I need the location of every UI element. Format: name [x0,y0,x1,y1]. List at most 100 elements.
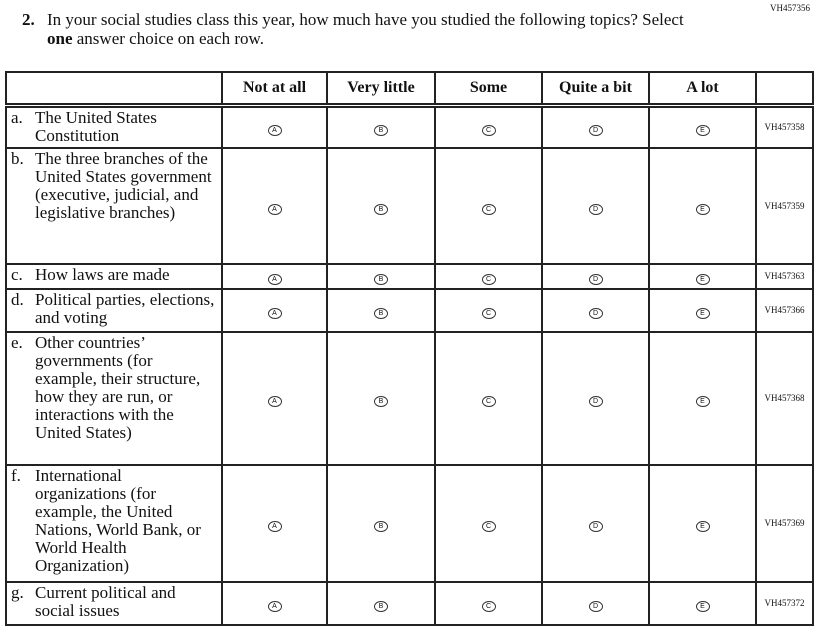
answer-bubble-b[interactable]: B [374,203,388,215]
answer-cell: B [326,146,436,265]
row-text: The United States Constitution [35,108,157,145]
answer-bubble-a[interactable]: A [267,601,282,612]
answer-cell: A [221,262,328,290]
answer-bubble-a[interactable]: A [267,308,282,319]
row-label: g. Current political and social issues [5,580,223,626]
row-text: Political parties, elections, and voting [35,289,215,327]
answer-cell: B [326,463,436,583]
column-header: Very little [326,71,436,107]
prompt-text: In your social studies class this year, … [47,10,684,29]
answer-bubble-b[interactable]: B [374,521,388,532]
answer-cell: E [648,580,757,626]
row-id: VH457368 [755,330,814,466]
answer-bubble-e[interactable]: E [695,521,710,532]
answer-bubble-a[interactable]: A [267,396,282,407]
row-letter: g. [11,582,24,602]
prompt-emphasis: one [47,29,73,48]
column-header: Not at all [221,71,328,107]
row-label: a. The United States Constitution [5,104,223,149]
answer-cell: E [648,104,757,149]
row-label: b. The three branches of the United State… [5,146,223,265]
answer-bubble-e[interactable]: E [695,601,710,612]
header-id-blank [755,71,814,107]
answer-cell: C [434,330,543,466]
table-row: f. International organizations (for examp… [5,463,814,583]
answer-bubble-d[interactable]: D [588,203,603,215]
answer-cell: C [434,262,543,290]
answer-bubble-e[interactable]: E [695,203,710,215]
column-header: Quite a bit [541,71,650,107]
header-blank [5,71,223,107]
row-label: f. International organizations (for examp… [5,463,223,583]
column-header: A lot [648,71,757,107]
row-text: Other countries’ governments (for exampl… [35,332,201,442]
row-letter: d. [11,289,24,309]
answer-cell: D [541,330,650,466]
answer-cell: A [221,330,328,466]
answer-cell: E [648,146,757,265]
answer-cell: D [541,104,650,149]
answer-bubble-e[interactable]: E [695,308,710,319]
answer-bubble-c[interactable]: C [481,308,496,319]
row-id: VH457359 [755,146,814,265]
question-id: VH457356 [770,3,810,13]
answer-bubble-d[interactable]: D [588,308,603,319]
answer-bubble-a[interactable]: A [267,125,282,137]
answer-cell: B [326,580,436,626]
answer-bubble-d[interactable]: D [588,521,603,532]
answer-bubble-c[interactable]: C [481,396,496,407]
answer-cell: B [326,287,436,333]
prompt-text-end: answer choice on each row. [72,29,264,48]
answer-bubble-c[interactable]: C [481,203,496,215]
answer-bubble-e[interactable]: E [695,125,710,137]
answer-bubble-d[interactable]: D [588,601,603,612]
answer-bubble-e[interactable]: E [695,396,710,407]
row-label: c. How laws are made [5,262,223,290]
answer-cell: D [541,262,650,290]
answer-cell: B [326,330,436,466]
answer-cell: D [541,146,650,265]
table-row: b. The three branches of the United State… [5,146,814,265]
answer-cell: C [434,580,543,626]
answer-bubble-c[interactable]: C [481,521,496,532]
table-row: d. Political parties, elections, and voti… [5,287,814,333]
answer-bubble-a[interactable]: A [267,521,282,532]
table-row: g. Current political and social issues A B C… [5,580,814,626]
answer-bubble-e[interactable]: E [695,274,710,285]
answer-bubble-b[interactable]: B [374,274,388,285]
answer-cell: E [648,463,757,583]
row-letter: c. [11,264,23,284]
row-text: The three branches of the United States … [35,148,212,222]
row-letter: b. [11,148,24,168]
answer-bubble-d[interactable]: D [588,125,603,137]
answer-cell: C [434,463,543,583]
answer-bubble-d[interactable]: D [588,274,603,285]
answer-cell: B [326,104,436,149]
row-label: d. Political parties, elections, and voti… [5,287,223,333]
row-letter: a. [11,108,23,127]
answer-bubble-d[interactable]: D [588,396,603,407]
answer-bubble-c[interactable]: C [481,274,496,285]
answer-bubble-c[interactable]: C [481,125,496,137]
response-grid: Not at all Very little Some Quite a bit A lo… [5,71,814,626]
answer-cell: A [221,146,328,265]
row-text: International organizations (for example… [35,465,201,575]
answer-cell: D [541,580,650,626]
answer-cell: A [221,580,328,626]
answer-bubble-b[interactable]: B [374,396,388,407]
answer-bubble-b[interactable]: B [374,601,388,612]
row-id: VH457369 [755,463,814,583]
row-letter: e. [11,332,23,352]
row-id: VH457363 [755,262,814,290]
answer-cell: E [648,330,757,466]
answer-bubble-c[interactable]: C [481,601,496,612]
answer-bubble-a[interactable]: A [267,203,282,215]
answer-cell: A [221,287,328,333]
answer-cell: C [434,146,543,265]
answer-cell: A [221,463,328,583]
row-id: VH457366 [755,287,814,333]
answer-bubble-b[interactable]: B [374,308,388,319]
answer-bubble-a[interactable]: A [267,274,282,285]
answer-bubble-b[interactable]: B [374,125,388,137]
row-label: e. Other countries’ governments (for exam… [5,330,223,466]
